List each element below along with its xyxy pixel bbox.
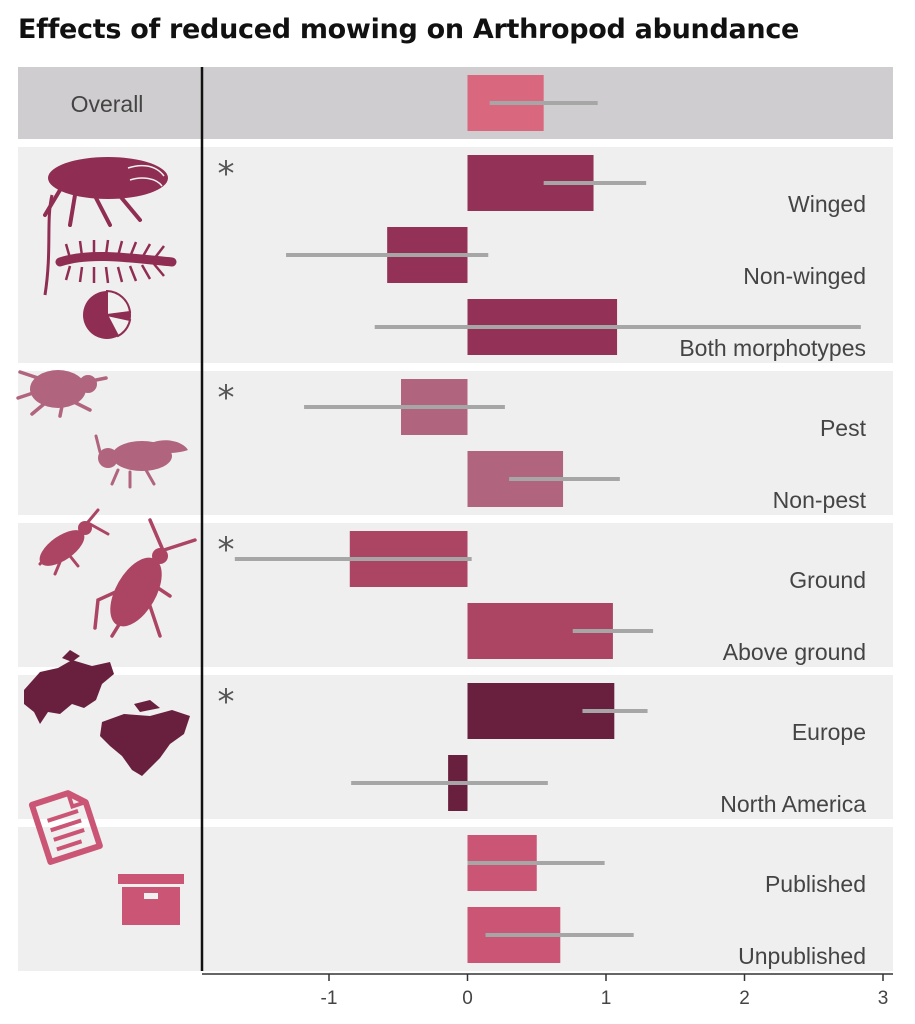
x-tick-label: -1 — [321, 988, 338, 1009]
x-tick-label: 3 — [878, 988, 889, 1009]
beetle-icon — [38, 508, 110, 576]
x-axis-title: Effect size (g) — [399, 1020, 551, 1024]
significance-marker: * — [218, 378, 235, 418]
significance-marker: * — [218, 530, 235, 570]
icon-column — [16, 157, 197, 925]
bar-label: Europe — [792, 719, 866, 745]
plot-area: Overall * Winged Non-winged Both morphotypes… — [71, 67, 893, 1024]
bar-label: Unpublished — [738, 943, 866, 969]
bug-icon — [93, 518, 197, 638]
x-tick-label: 1 — [601, 988, 612, 1009]
x-tick-label: 0 — [462, 988, 473, 1009]
bee-icon — [94, 434, 188, 489]
group-label: Overall — [71, 91, 144, 117]
leafhopper-icon — [43, 157, 168, 296]
significance-marker: * — [218, 154, 235, 194]
pie-chart-icon — [83, 289, 132, 339]
bar-label: Non-winged — [743, 263, 866, 289]
document-icon — [28, 790, 103, 865]
bar-label: Above ground — [723, 639, 866, 665]
x-tick-label: 2 — [739, 988, 750, 1009]
archive-box-icon — [118, 874, 184, 925]
bar-label: Both morphotypes — [679, 335, 866, 361]
bar-label: Ground — [789, 567, 866, 593]
bar-label: Winged — [788, 191, 866, 217]
mite-icon — [16, 370, 108, 418]
chart-title: Effects of reduced mowing on Arthropod a… — [18, 14, 800, 45]
bar-label: Non-pest — [773, 487, 867, 513]
north-america-map-icon — [100, 700, 190, 776]
bar-label: Pest — [820, 415, 867, 441]
bar-label: Published — [765, 871, 866, 897]
europe-map-icon — [24, 650, 114, 724]
bar-label: North America — [720, 791, 866, 817]
significance-marker: * — [218, 682, 235, 722]
centipede-icon — [55, 239, 177, 284]
